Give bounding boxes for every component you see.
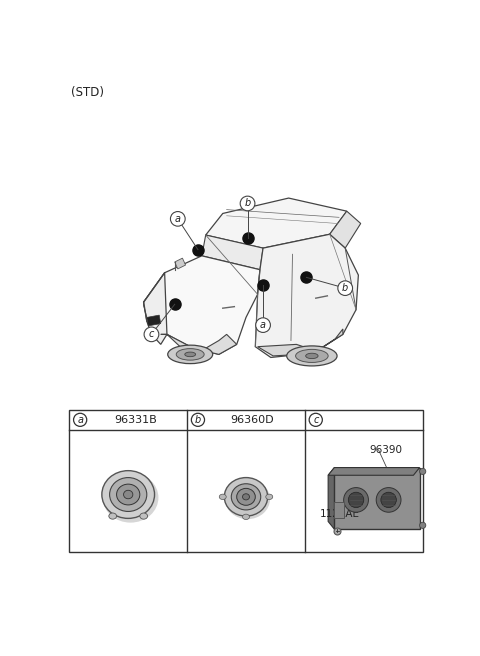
Ellipse shape: [296, 350, 328, 363]
Text: a: a: [175, 214, 181, 224]
Ellipse shape: [420, 468, 426, 474]
Polygon shape: [335, 468, 420, 529]
Polygon shape: [147, 315, 161, 326]
Text: b: b: [195, 415, 201, 425]
Circle shape: [338, 281, 353, 295]
Polygon shape: [206, 198, 347, 248]
Polygon shape: [161, 335, 237, 354]
Polygon shape: [144, 273, 167, 344]
Polygon shape: [330, 211, 360, 248]
Circle shape: [309, 413, 323, 426]
Ellipse shape: [242, 514, 250, 520]
Ellipse shape: [381, 492, 396, 508]
Polygon shape: [175, 258, 186, 269]
Text: c: c: [149, 329, 154, 339]
Text: 96390: 96390: [370, 445, 403, 455]
Polygon shape: [255, 234, 359, 358]
Polygon shape: [144, 256, 260, 354]
Ellipse shape: [224, 478, 268, 516]
Ellipse shape: [344, 487, 369, 512]
Ellipse shape: [225, 479, 270, 519]
Ellipse shape: [266, 494, 273, 499]
Ellipse shape: [117, 484, 140, 505]
Ellipse shape: [109, 513, 117, 519]
Polygon shape: [328, 468, 420, 475]
Text: b: b: [342, 283, 348, 293]
Text: 96360D: 96360D: [230, 415, 274, 425]
Text: 1120AE: 1120AE: [320, 509, 360, 519]
Polygon shape: [328, 468, 335, 529]
Circle shape: [240, 196, 255, 211]
Text: (STD): (STD): [71, 87, 104, 100]
Ellipse shape: [420, 522, 426, 528]
Ellipse shape: [237, 488, 255, 505]
Text: a: a: [77, 415, 83, 425]
Ellipse shape: [168, 345, 213, 363]
Ellipse shape: [176, 348, 204, 360]
Ellipse shape: [140, 513, 147, 519]
Polygon shape: [258, 329, 343, 356]
Ellipse shape: [123, 490, 133, 499]
Ellipse shape: [103, 472, 158, 523]
Ellipse shape: [306, 353, 318, 359]
Ellipse shape: [242, 494, 250, 500]
Polygon shape: [202, 235, 263, 270]
Ellipse shape: [102, 470, 155, 518]
Ellipse shape: [231, 483, 261, 510]
Circle shape: [192, 413, 204, 426]
Circle shape: [73, 413, 87, 426]
Ellipse shape: [219, 494, 226, 499]
Ellipse shape: [109, 478, 147, 512]
Text: 96331B: 96331B: [115, 415, 157, 425]
Ellipse shape: [376, 487, 401, 512]
Text: c: c: [313, 415, 318, 425]
Bar: [69, 410, 423, 552]
Text: a: a: [260, 320, 266, 330]
Text: b: b: [244, 199, 251, 209]
Circle shape: [256, 318, 270, 333]
Ellipse shape: [185, 352, 196, 357]
Ellipse shape: [287, 346, 337, 366]
Circle shape: [144, 327, 159, 342]
Polygon shape: [335, 502, 344, 518]
Circle shape: [170, 211, 185, 226]
Ellipse shape: [348, 492, 364, 508]
